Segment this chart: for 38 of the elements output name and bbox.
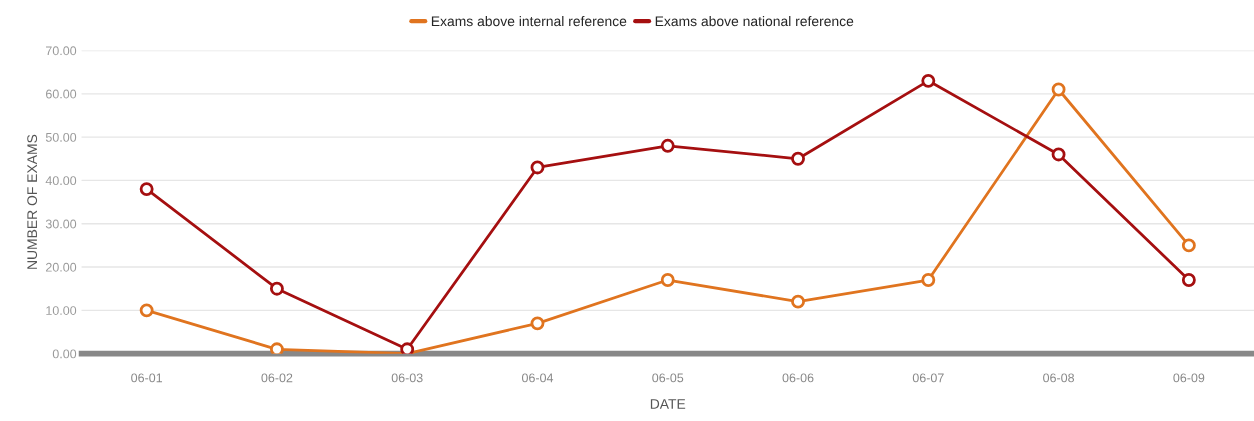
x-tick-label: 06-04 [521, 373, 554, 383]
point [660, 273, 675, 287]
point [530, 316, 545, 331]
legend-label: Exams above national reference [655, 15, 854, 27]
y-tick-label: 20.00 [46, 262, 77, 272]
x-tick-label: 06-09 [1173, 373, 1205, 383]
point [139, 303, 154, 318]
point [269, 342, 284, 354]
point [921, 273, 936, 287]
point [791, 294, 805, 309]
legend-label: Exams above internal reference [431, 15, 627, 27]
point [1181, 273, 1196, 287]
x-tick-label: 06-05 [652, 373, 684, 383]
point [791, 151, 805, 166]
x-tick-label: 06-07 [912, 373, 944, 383]
point [269, 281, 284, 296]
y-tick-label: 70.00 [46, 46, 77, 56]
y-tick-label: 50.00 [45, 132, 77, 142]
y-tick-label: 30.00 [45, 219, 77, 229]
point [1051, 147, 1066, 162]
y-tick-label: 60.00 [46, 89, 77, 99]
x-tick-label: 06-03 [391, 373, 423, 383]
point [400, 342, 415, 354]
y-tick-label: 10.00 [46, 306, 77, 315]
y-tick-label: 0.00 [52, 349, 77, 359]
x-tick-label: 06-01 [131, 373, 163, 383]
x-tick-label: 06-06 [782, 373, 814, 383]
point [921, 73, 936, 88]
point [1181, 238, 1196, 253]
x-tick-label: 06-02 [261, 373, 293, 383]
point [139, 182, 154, 197]
x-axis-title: DATE [650, 399, 686, 409]
y-tick-label: 40.00 [45, 176, 77, 186]
y-axis-title: NUMBER OF EXAMS [27, 134, 38, 269]
point [660, 138, 675, 153]
point [530, 160, 545, 175]
x-tick-label: 06-08 [1043, 373, 1075, 383]
point [1051, 82, 1066, 97]
